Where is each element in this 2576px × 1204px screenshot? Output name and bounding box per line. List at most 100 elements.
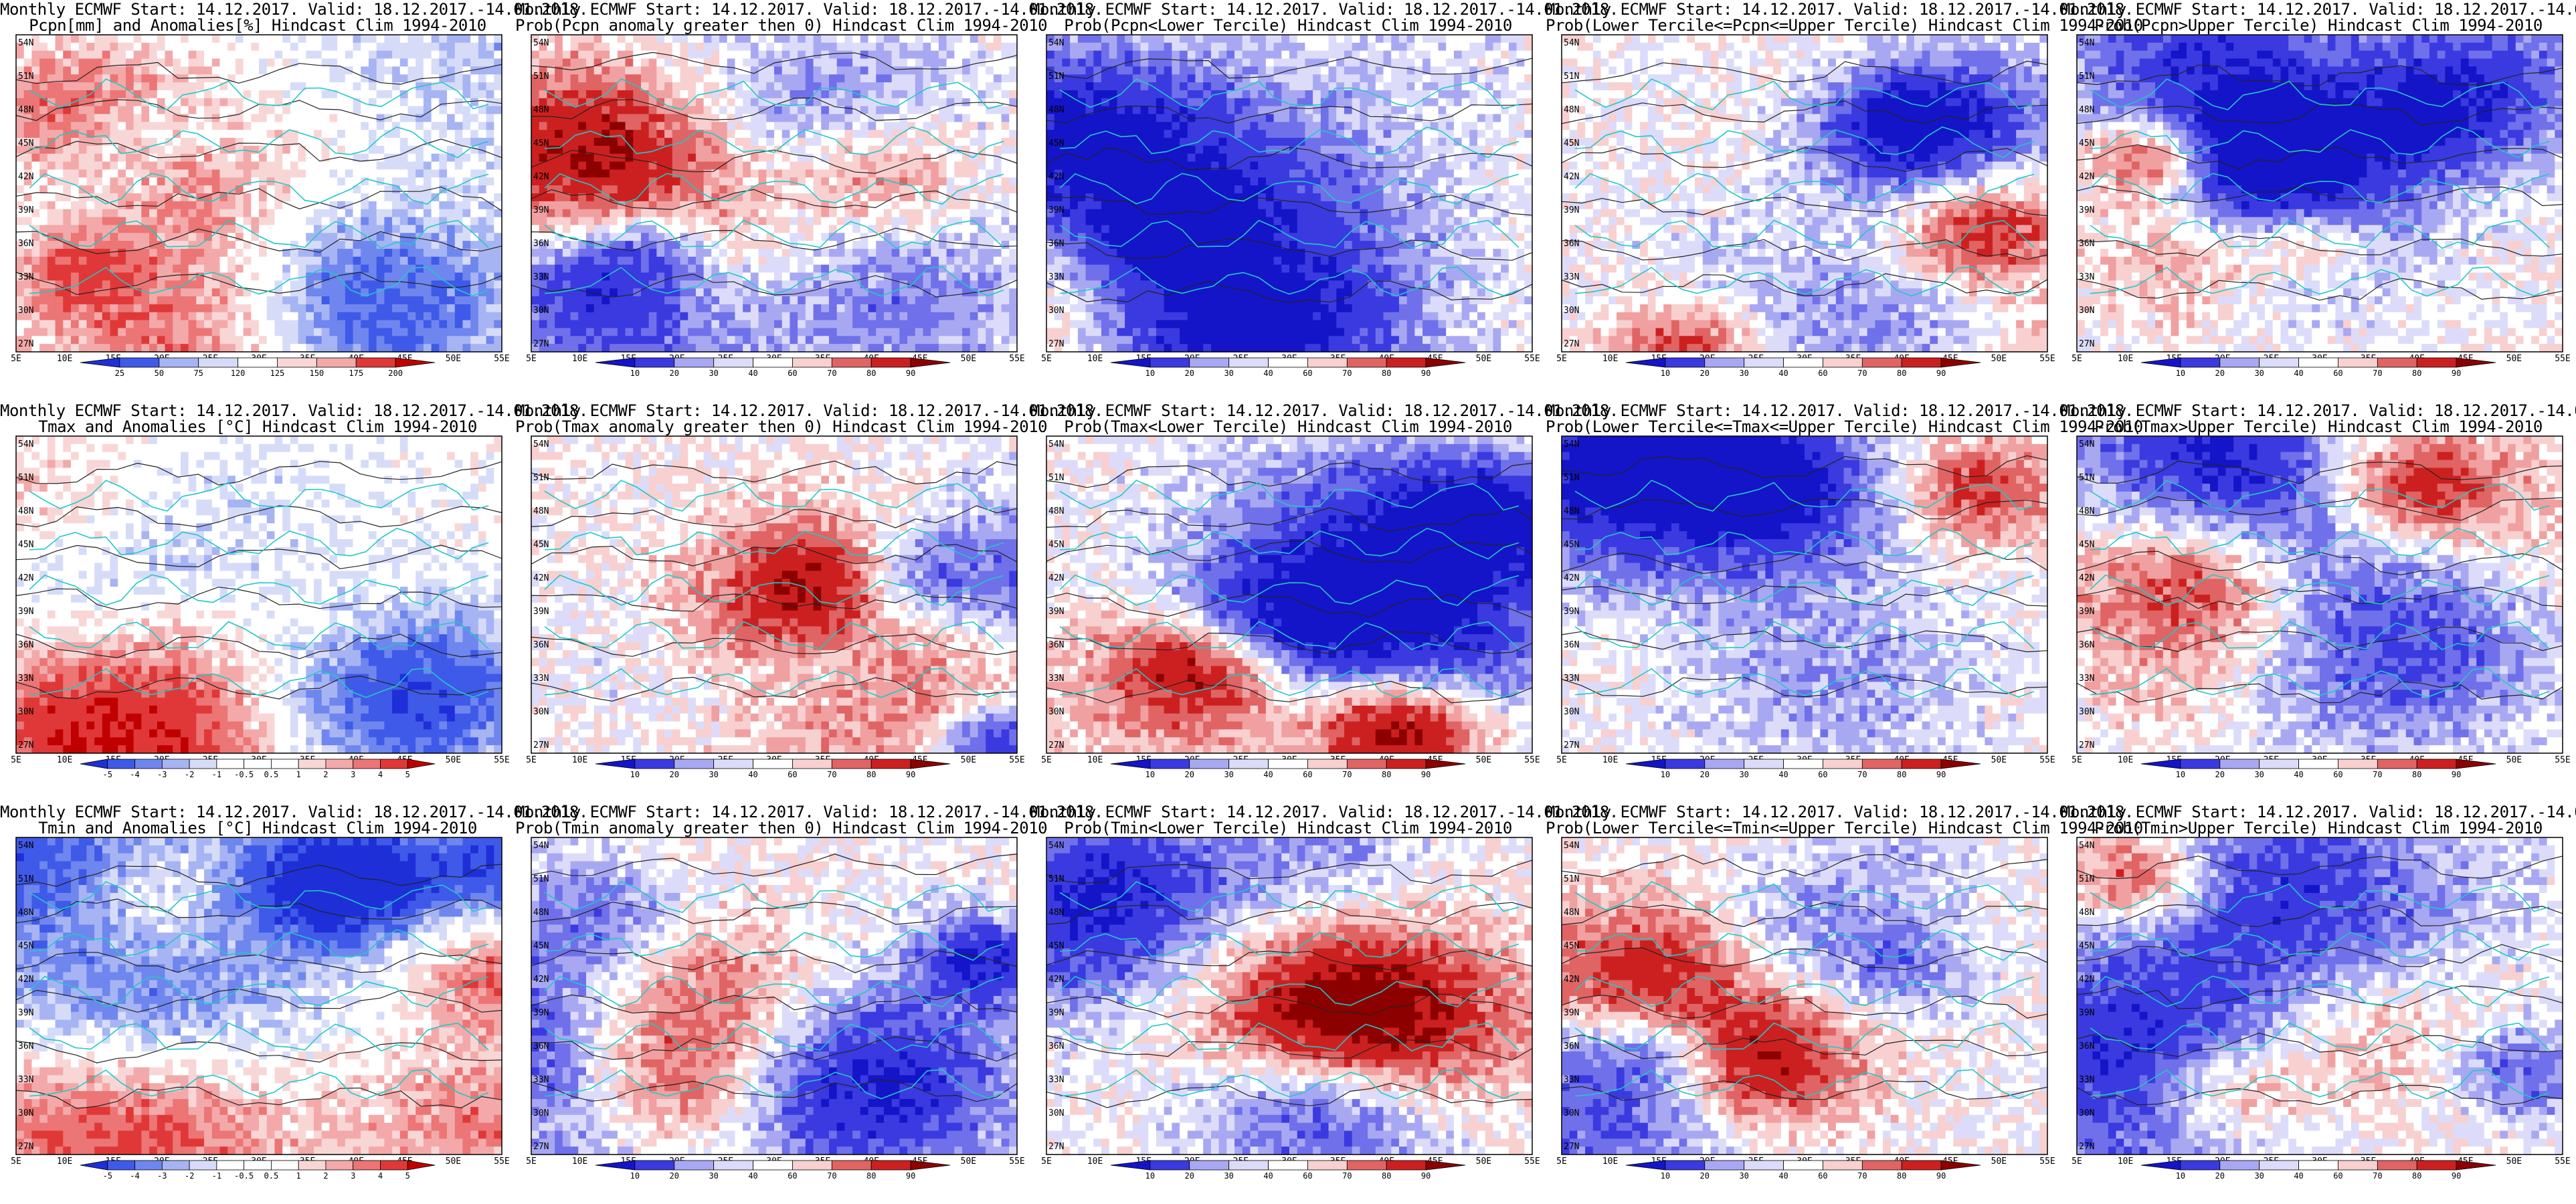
colorbar-label: -3 — [157, 1171, 167, 1181]
lat-tick-label: 48N — [2079, 506, 2094, 516]
lat-tick-label: 51N — [533, 72, 549, 82]
contour-lines — [15, 461, 502, 700]
lon-tick-label: 10E — [1602, 354, 1618, 364]
colorbar-segment — [1307, 1160, 1348, 1171]
coastlines — [2090, 881, 2550, 1100]
colorbar-label: 120 — [231, 369, 246, 378]
lat-tick-label: 42N — [18, 975, 33, 985]
colorbar-label: -1 — [212, 1171, 221, 1181]
contour-lines — [1046, 56, 1533, 304]
lat-tick-label: 51N — [533, 874, 549, 884]
lat-tick-label: 42N — [1564, 975, 1579, 985]
colorbar-label: 40 — [748, 1171, 757, 1181]
panel-title-line1: Monthly ECMWF Start: 14.12.2017. Valid: … — [515, 804, 1103, 821]
colorbar-segment — [1228, 1160, 1269, 1171]
shaded-field — [1562, 837, 2048, 1155]
colorbar-segment — [1901, 357, 1942, 368]
colorbar-label: 70 — [1342, 1171, 1352, 1181]
coastlines — [1059, 78, 1520, 297]
map-panel: 54N51N48N45N42N39N36N33N30N27N5E10E15E20… — [0, 0, 588, 401]
lat-tick-label: 48N — [18, 908, 33, 918]
colorbar-segment — [2298, 759, 2338, 769]
lat-tick-label: 45N — [533, 941, 549, 951]
map-panel: 54N51N48N45N42N39N36N33N30N27N5E10E15E20… — [1030, 401, 1619, 803]
colorbar-label: 90 — [1421, 1171, 1431, 1181]
lat-tick-label: 36N — [533, 239, 549, 249]
lon-tick-label: 55E — [2555, 1157, 2570, 1167]
lon-tick-label: 55E — [2039, 354, 2055, 364]
colorbar-label: 40 — [1778, 770, 1788, 779]
colorbar-label: 40 — [1263, 1171, 1273, 1181]
map-panel: 54N51N48N45N42N39N36N33N30N27N5E10E15E20… — [1030, 0, 1619, 401]
colorbar-segment — [1110, 1160, 1151, 1171]
colorbar-label: 30 — [1224, 770, 1233, 779]
lat-tick-label: 48N — [2079, 908, 2094, 918]
coastlines — [1574, 881, 2035, 1100]
contour-lines — [1046, 860, 1533, 1108]
map-frame — [531, 435, 1018, 754]
lon-tick-label: 55E — [1009, 1157, 1024, 1167]
lat-tick-label: 30N — [18, 306, 33, 316]
map-panel: 54N51N48N45N42N39N36N33N30N27N5E10E15E20… — [2061, 803, 2576, 1204]
colorbar-segment — [1189, 759, 1230, 769]
lat-tick-label: 30N — [1048, 707, 1064, 717]
colorbar-label: 10 — [1145, 770, 1155, 779]
colorbar-label: 80 — [2412, 770, 2421, 779]
colorbar-segment — [1346, 759, 1387, 769]
lon-tick-label: 5E — [1556, 1157, 1567, 1167]
contour-lines — [1046, 462, 1533, 704]
colorbar-segment — [353, 1160, 381, 1171]
colorbar-label: 20 — [1185, 1171, 1194, 1181]
colorbar-segment — [395, 357, 436, 368]
colorbar-segment — [298, 759, 327, 769]
lat-tick-label: 27N — [1564, 740, 1579, 750]
colorbar-segment — [1386, 1160, 1427, 1171]
colorbar: 10 20 30 40 60 70 80 90 — [1110, 357, 1466, 378]
colorbar-label: 30 — [2254, 770, 2264, 779]
colorbar-label: 60 — [1818, 1171, 1827, 1181]
lat-tick-label: 30N — [1564, 306, 1579, 316]
map-frame — [2076, 435, 2563, 754]
lat-tick-label: 39N — [533, 607, 549, 617]
lat-tick-label: 42N — [533, 975, 549, 985]
lat-tick-label: 30N — [1048, 1108, 1064, 1118]
lat-tick-label: 27N — [2079, 740, 2094, 750]
colorbar-label: 80 — [1382, 1171, 1391, 1181]
lat-tick-label: 39N — [1048, 1008, 1064, 1018]
colorbar-label: -1 — [212, 770, 221, 779]
map-frame — [1046, 837, 1533, 1155]
lat-tick-label: 51N — [1564, 72, 1579, 82]
map-panel: 54N51N48N45N42N39N36N33N30N27N5E10E15E20… — [2061, 0, 2576, 401]
coastlines — [1574, 78, 2035, 297]
colorbar-segment — [831, 357, 872, 368]
colorbar-label: 40 — [2294, 770, 2303, 779]
lat-tick-label: 33N — [2079, 1075, 2094, 1085]
map-frame — [1046, 34, 1533, 353]
colorbar: 25 50 75 120 125 150 175 200 — [80, 357, 436, 378]
colorbar-label: -5 — [103, 770, 112, 779]
colorbar-segment — [792, 759, 832, 769]
colorbar: 10 20 30 40 60 70 80 90 — [2140, 759, 2496, 779]
colorbar-segment — [270, 1160, 299, 1171]
lat-tick-label: 42N — [1048, 975, 1064, 985]
lat-tick-label: 45N — [1564, 138, 1579, 148]
lon-tick-label: 5E — [2072, 354, 2082, 364]
map-frame — [1561, 435, 2048, 754]
colorbar-segment — [325, 759, 354, 769]
colorbar-label: 5 — [405, 770, 410, 779]
shaded-field — [531, 837, 1018, 1155]
colorbar-segment — [910, 759, 951, 769]
colorbar-segment — [159, 357, 199, 368]
colorbar-label: 70 — [827, 1171, 836, 1181]
colorbar-label: 70 — [2373, 770, 2382, 779]
panel-title-line1: Monthly ECMWF Start: 14.12.2017. Valid: … — [515, 1, 1103, 18]
colorbar-label: -0.5 — [234, 770, 254, 779]
lon-tick-label: 50E — [1991, 1157, 2007, 1167]
colorbar-segment — [1625, 759, 1666, 769]
colorbar-label: 90 — [1421, 770, 1431, 779]
colorbar-label: 150 — [309, 369, 324, 378]
colorbar-label: 10 — [630, 369, 640, 378]
lat-tick-label: 27N — [533, 339, 549, 349]
colorbar-segment — [1940, 357, 1981, 368]
lat-tick-label: 39N — [533, 1008, 549, 1018]
